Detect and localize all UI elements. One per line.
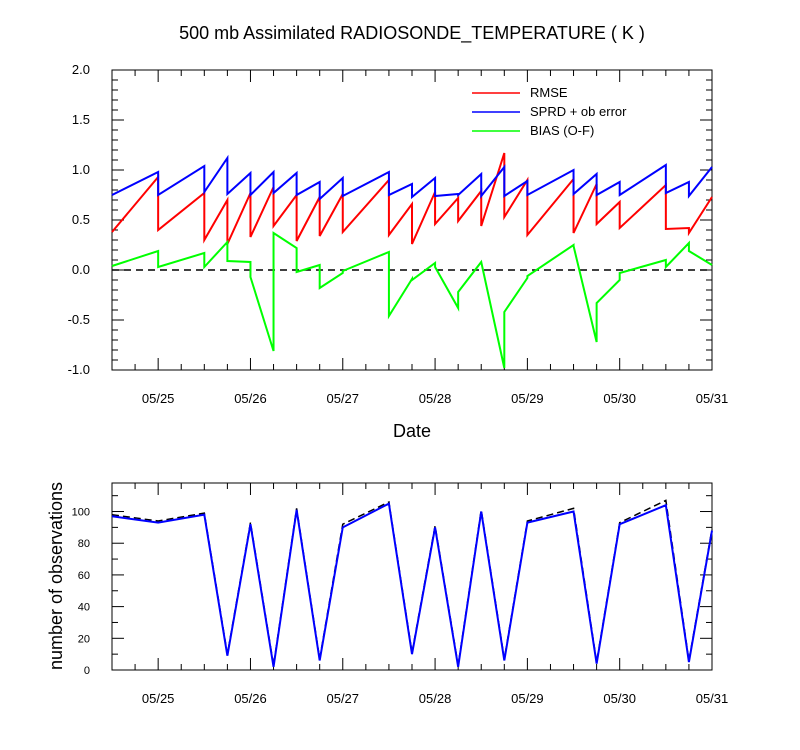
top-y-tick-labels: -1.0 -0.5 0.0 0.5 1.0 1.5 2.0 — [68, 62, 90, 377]
top-x-tick-label: 05/29 — [511, 391, 544, 406]
x-axis-title: Date — [393, 421, 431, 441]
legend-sprd-label: SPRD + ob error — [530, 104, 627, 119]
top-x-tick-label: 05/31 — [696, 391, 729, 406]
bottom-x-tick-labels: 05/25 05/26 05/27 05/28 05/29 05/30 05/31 — [142, 691, 728, 706]
legend: RMSE SPRD + ob error BIAS (O-F) — [472, 85, 627, 138]
top-y-tick-label: -0.5 — [68, 312, 90, 327]
bottom-y-tick-label: 0 — [84, 665, 90, 677]
top-series-rmse — [111, 152, 713, 245]
bottom-y-tick-label: 80 — [78, 538, 90, 550]
top-panel: -1.0-0.50.00.51.01.52.0 05/25 05/26 05/27 0… — [68, 62, 729, 441]
top-y-tick-label: -1.0 — [68, 362, 90, 377]
bottom-y-tick-label: 40 — [78, 602, 90, 614]
top-y-tick-label: 2.0 — [72, 62, 90, 77]
top-x-tick-labels: 05/25 05/26 05/27 05/28 05/29 05/30 05/31 — [142, 391, 728, 406]
bottom-x-tick-label: 05/26 — [234, 691, 267, 706]
top-series-sprd-ob-error — [111, 154, 713, 202]
chart-title: 500 mb Assimilated RADIOSONDE_TEMPERATUR… — [179, 23, 645, 44]
legend-rmse-label: RMSE — [530, 85, 568, 100]
bottom-x-tick-label: 05/30 — [603, 691, 636, 706]
bottom-series-possible-observations — [111, 499, 713, 666]
top-x-tick-label: 05/28 — [419, 391, 452, 406]
bottom-x-tick-label: 05/28 — [419, 691, 452, 706]
bottom-y-tick-label: 60 — [78, 570, 90, 582]
bottom-series-used-observations — [111, 502, 713, 667]
top-y-tick-label: 0.0 — [72, 262, 90, 277]
top-series-group — [111, 152, 713, 369]
bottom-x-tick-label: 05/31 — [696, 691, 729, 706]
top-series-bias-o-f — [111, 231, 713, 369]
top-y-tick-label: 1.5 — [72, 112, 90, 127]
top-x-tick-label: 05/30 — [603, 391, 636, 406]
bottom-y-tick-labels: 0 20 40 60 80 100 — [72, 507, 90, 677]
legend-bias-label: BIAS (O-F) — [530, 123, 594, 138]
top-x-tick-label: 05/27 — [326, 391, 359, 406]
bottom-x-tick-label: 05/29 — [511, 691, 544, 706]
bottom-y-tick-label: 100 — [72, 507, 90, 519]
bottom-series-group — [111, 499, 713, 667]
bottom-plot-frame — [111, 482, 713, 671]
bottom-x-tick-label: 05/27 — [326, 691, 359, 706]
top-y-tick-label: 1.0 — [72, 162, 90, 177]
top-x-tick-label: 05/26 — [234, 391, 267, 406]
y-axis-title-observations: number of observations — [46, 482, 66, 670]
bottom-x-tick-label: 05/25 — [142, 691, 175, 706]
bottom-ticks — [111, 483, 713, 671]
top-x-tick-label: 05/25 — [142, 391, 175, 406]
top-y-tick-label: 0.5 — [72, 212, 90, 227]
bottom-y-tick-label: 20 — [78, 633, 90, 645]
